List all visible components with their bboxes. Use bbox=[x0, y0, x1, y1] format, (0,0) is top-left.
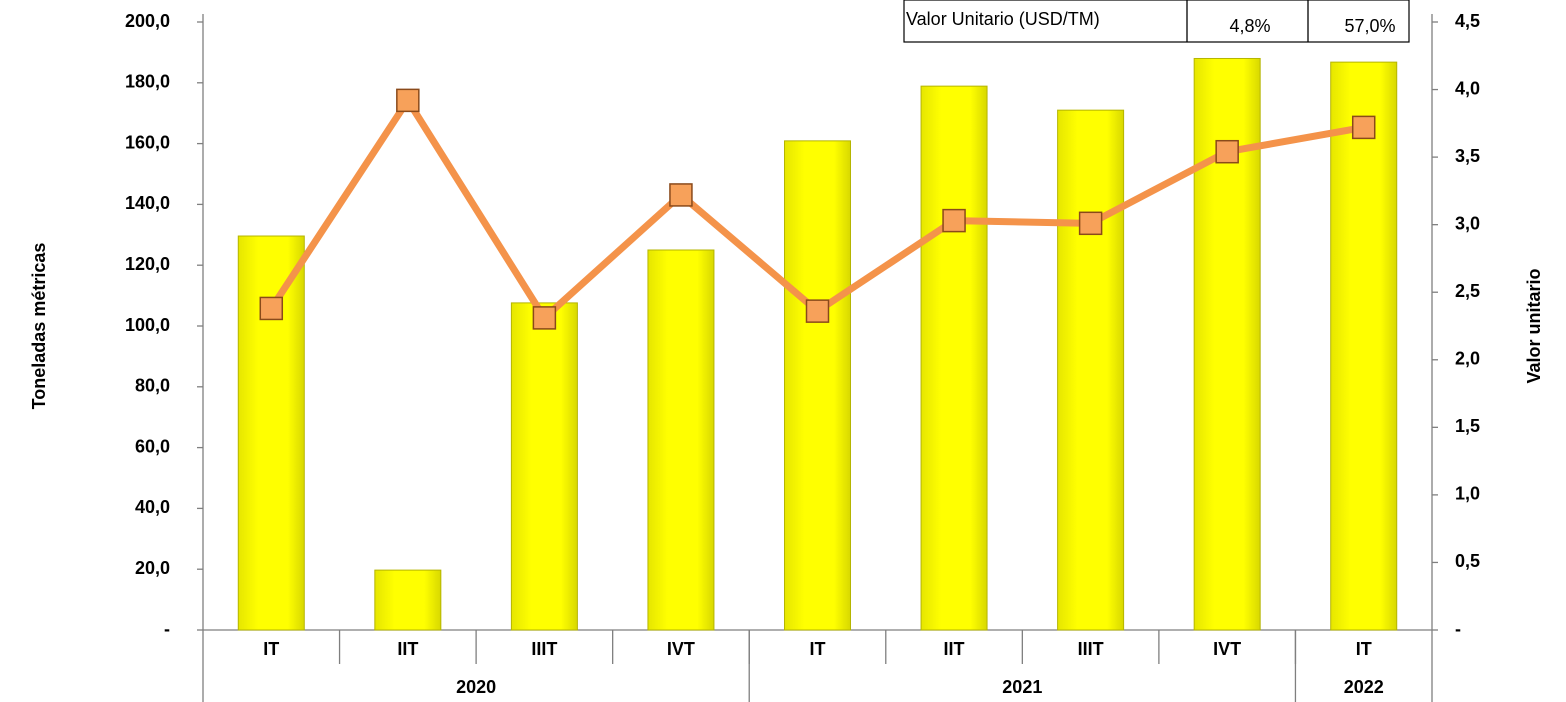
y2-tick-label: 3,5 bbox=[1455, 146, 1480, 166]
marker bbox=[1078, 211, 1103, 236]
y-tick-label: 40,0 bbox=[135, 497, 170, 517]
x-tick-label: IVT bbox=[1213, 639, 1241, 659]
x-tick-label: IIT bbox=[944, 639, 965, 659]
y-tick-label: 140,0 bbox=[125, 193, 170, 213]
table-value: 4,8% bbox=[1229, 16, 1270, 36]
y-tick-label: 200,0 bbox=[125, 11, 170, 31]
marker bbox=[942, 208, 966, 233]
group-label: 2020 bbox=[456, 677, 496, 697]
bar bbox=[374, 569, 442, 631]
y2-tick-label: 1,0 bbox=[1455, 484, 1480, 504]
y2-tick-label: 4,5 bbox=[1455, 11, 1480, 31]
table-box bbox=[903, 0, 1410, 43]
bar bbox=[1330, 61, 1398, 631]
y2-axis-title: Valor unitario bbox=[1524, 268, 1544, 383]
y2-tick-label: 3,0 bbox=[1455, 213, 1480, 233]
table-label: Valor Unitario (USD/TM) bbox=[906, 9, 1100, 29]
x-tick-label: IT bbox=[1356, 639, 1372, 659]
y-axis-title: Toneladas métricas bbox=[29, 243, 49, 410]
x-tick-label: IIIT bbox=[531, 639, 557, 659]
bar bbox=[920, 85, 988, 631]
marker bbox=[1351, 115, 1376, 140]
group-label: 2021 bbox=[1002, 677, 1042, 697]
marker bbox=[532, 306, 557, 330]
x-tick-label: IIIT bbox=[1078, 639, 1104, 659]
marker bbox=[1215, 139, 1239, 164]
y2-tick-label: 4,0 bbox=[1455, 78, 1480, 98]
x-tick-label: IVT bbox=[667, 639, 695, 659]
marker bbox=[396, 88, 420, 113]
marker bbox=[669, 183, 693, 207]
y-tick-label: 20,0 bbox=[135, 558, 170, 578]
y-tick-label: 60,0 bbox=[135, 436, 170, 456]
y-tick-label: 100,0 bbox=[125, 315, 170, 335]
bar bbox=[647, 249, 715, 631]
y2-tick-label: 2,5 bbox=[1455, 281, 1480, 301]
y2-tick-label: 2,0 bbox=[1455, 349, 1480, 369]
y-tick-label: 160,0 bbox=[125, 132, 170, 152]
x-tick-label: IIT bbox=[397, 639, 418, 659]
bar bbox=[237, 235, 305, 631]
y2-tick-label: 1,5 bbox=[1455, 416, 1480, 436]
bar bbox=[1057, 109, 1125, 631]
marker bbox=[805, 299, 830, 323]
table-value: 57,0% bbox=[1344, 16, 1395, 36]
bar bbox=[510, 302, 578, 631]
y2-tick-label: 0,5 bbox=[1455, 551, 1480, 571]
y-tick-label: - bbox=[164, 619, 170, 639]
group-label: 2022 bbox=[1344, 677, 1384, 697]
marker bbox=[259, 296, 284, 321]
y-tick-label: 180,0 bbox=[125, 72, 170, 92]
y-tick-label: 80,0 bbox=[135, 376, 170, 396]
x-tick-label: IT bbox=[263, 639, 279, 659]
bar bbox=[784, 140, 851, 631]
y2-tick-label: - bbox=[1455, 619, 1461, 639]
y-tick-label: 120,0 bbox=[125, 254, 170, 274]
x-tick-label: IT bbox=[810, 639, 826, 659]
